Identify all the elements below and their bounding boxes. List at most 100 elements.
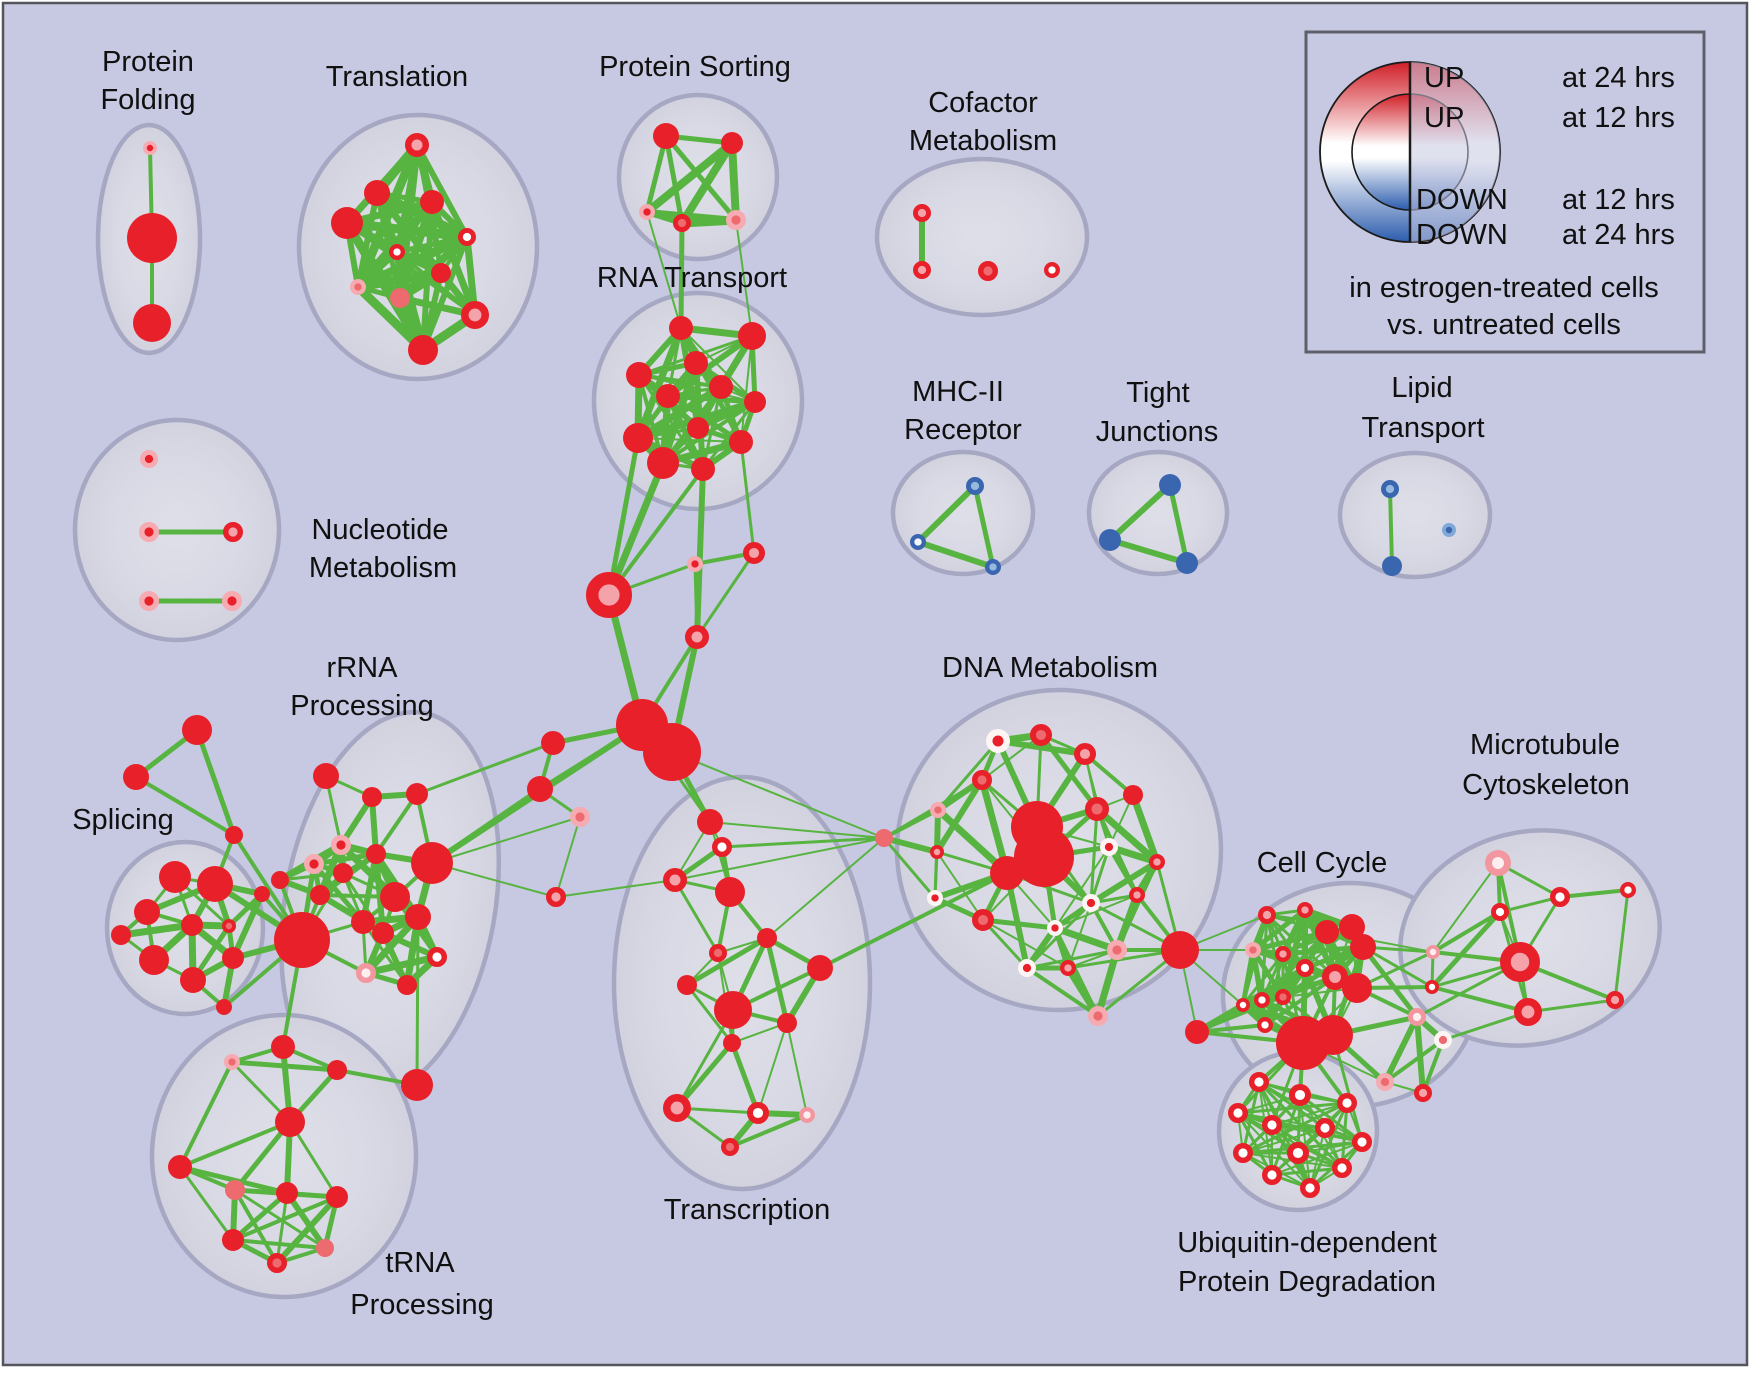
network-node [656, 384, 680, 408]
network-node [224, 1054, 241, 1071]
network-node [708, 943, 727, 962]
network-node [715, 877, 745, 907]
cluster-label: Translation [326, 61, 468, 93]
network-edge [1613, 888, 1630, 1002]
network-node [326, 1186, 348, 1208]
network-edge [665, 393, 758, 405]
network-node [406, 783, 428, 805]
network-node [1161, 931, 1199, 969]
network-edge [637, 437, 742, 443]
network-node [1313, 1015, 1353, 1055]
network-node [965, 476, 984, 495]
network-node [1029, 723, 1052, 746]
network-edge [1089, 807, 1099, 905]
network-node [930, 845, 945, 860]
network-edge [178, 1060, 234, 1169]
network-edge [678, 139, 736, 227]
network-node [1336, 1092, 1357, 1113]
network-node [1044, 262, 1061, 279]
network-node [221, 591, 242, 612]
network-edge [231, 1238, 327, 1250]
cluster-label: Junctions [1096, 416, 1219, 448]
network-node [623, 423, 653, 453]
network-edge [284, 1190, 328, 1251]
network-node [985, 728, 1010, 753]
network-node [729, 430, 753, 454]
network-node [316, 1239, 334, 1257]
network-node [401, 1069, 433, 1101]
network-node [1408, 1007, 1427, 1026]
network-edge [634, 324, 685, 442]
network-edge [1054, 846, 1110, 929]
network-node [738, 322, 766, 350]
network-node [138, 522, 159, 543]
network-edge [415, 915, 420, 1087]
legend-caption: vs. untreated cells [1387, 309, 1621, 341]
network-edge [709, 821, 885, 839]
network-node [1339, 914, 1365, 940]
cluster-label: Tight [1126, 377, 1189, 409]
network-node [1376, 1073, 1395, 1092]
network-edge [1236, 1101, 1349, 1115]
cluster-label: Transcription [664, 1194, 831, 1226]
network-node [333, 863, 353, 883]
network-node [362, 787, 382, 807]
network-edge [1430, 985, 1530, 1014]
network-edge [915, 483, 978, 545]
network-edge [663, 133, 739, 223]
label-layer: Protein Folding Translation Protein Sorting… [72, 46, 1630, 1321]
cluster-label: Ubiquitin-dependent [1177, 1227, 1437, 1259]
legend-direction-label: UP [1424, 62, 1464, 94]
network-node [1549, 887, 1570, 908]
network-edge [607, 467, 705, 597]
network-edge [634, 383, 725, 442]
network-edge [275, 1191, 289, 1265]
network-node [351, 910, 375, 934]
network-node [180, 967, 206, 993]
network-edge [1167, 482, 1190, 566]
network-node [726, 209, 747, 230]
network-node [356, 963, 377, 984]
network-node [1442, 523, 1457, 538]
network-edge [729, 1040, 761, 1116]
network-edge [1382, 1014, 1420, 1085]
network-node [1500, 942, 1541, 983]
cluster-label: Protein Degradation [1178, 1266, 1436, 1298]
network-node [1236, 998, 1251, 1013]
network-edge [646, 211, 682, 329]
network-edge [415, 741, 555, 796]
network-edge [663, 133, 685, 226]
network-edge [278, 871, 345, 882]
network-node [1082, 893, 1101, 912]
network-node [972, 770, 993, 791]
network-node [313, 763, 339, 789]
network-node [721, 132, 743, 154]
network-edge [684, 935, 770, 988]
network-node [677, 975, 697, 995]
legend-caption: in estrogen-treated cells [1349, 272, 1659, 304]
network-node [111, 925, 131, 945]
network-edge [1421, 1038, 1445, 1095]
network-node [684, 351, 708, 375]
network-node [909, 533, 926, 550]
network-edge [1558, 888, 1630, 899]
network-edge [934, 777, 985, 855]
network-edge [274, 1194, 340, 1266]
cluster-label: Metabolism [309, 552, 457, 584]
network-node [1425, 980, 1440, 995]
network-edge [757, 1022, 788, 1114]
network-node [139, 945, 169, 975]
network-node [420, 190, 444, 214]
network-edge [1383, 1038, 1445, 1084]
network-edge [177, 1164, 290, 1196]
cluster-ellipse-lipid-transport [1337, 450, 1493, 580]
network-edge [680, 327, 756, 403]
network-node [331, 207, 363, 239]
network-edge [728, 139, 740, 224]
cluster-ellipse-trna-processing [149, 1012, 419, 1300]
cluster-label: Processing [350, 1289, 493, 1321]
network-node [389, 244, 406, 261]
network-node [912, 203, 931, 222]
network-node [372, 922, 394, 944]
network-node [222, 947, 244, 969]
